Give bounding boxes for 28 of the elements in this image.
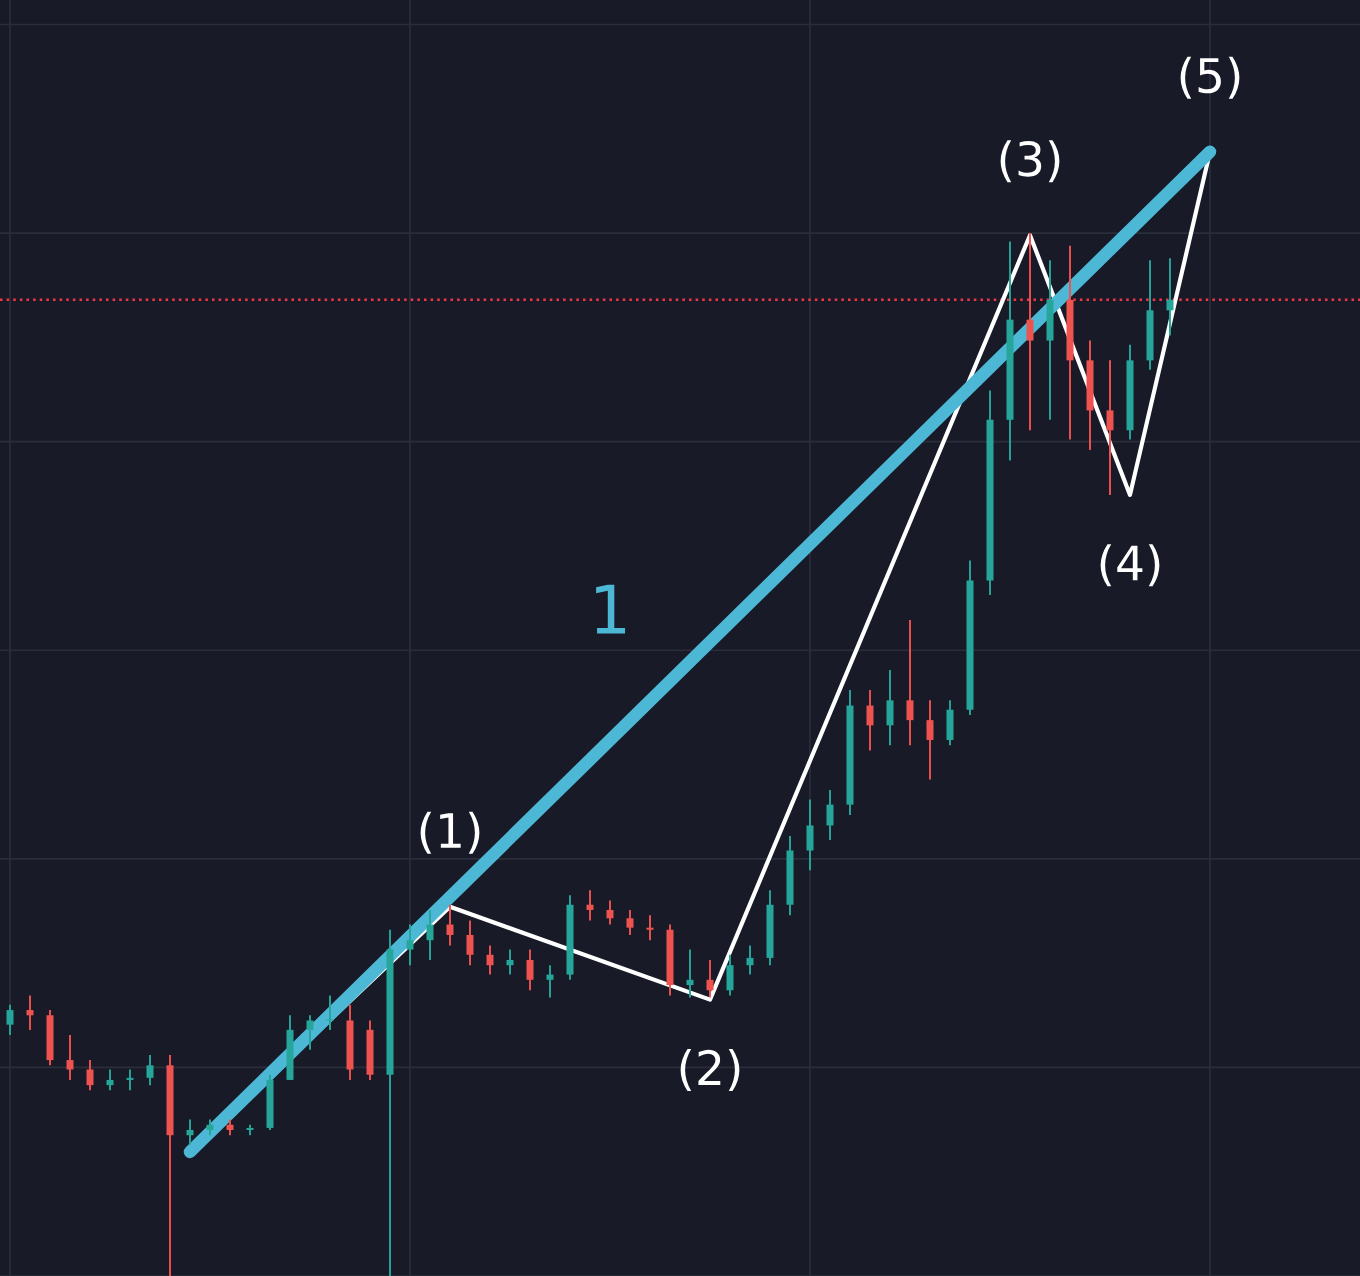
candlestick: [126, 1068, 134, 1092]
text: (5): [1180, 56, 1240, 99]
candlestick: [1026, 232, 1034, 432]
candlestick: [66, 1034, 74, 1081]
candlestick: [686, 948, 694, 999]
candlestick: [406, 923, 414, 967]
candlestick: [746, 944, 754, 976]
candlestick: [906, 619, 914, 747]
candlestick: [6, 1003, 14, 1037]
candlestick: [306, 1014, 314, 1051]
text: (3): [1000, 140, 1060, 183]
annotation: (4): [1100, 544, 1160, 587]
annotation: (1): [420, 811, 480, 854]
candlestick: [586, 889, 594, 922]
candlestick: [626, 908, 634, 936]
annotation: (2): [680, 1049, 740, 1092]
candlestick: [506, 948, 514, 976]
candlestick: [466, 919, 474, 967]
candlestick: [526, 948, 534, 992]
candlestick: [186, 1118, 194, 1146]
candlestick: [106, 1068, 114, 1092]
candlestick: [486, 944, 494, 976]
candlestick: [426, 908, 434, 961]
candlestick: [86, 1059, 94, 1092]
candlestick: [26, 994, 34, 1031]
candlestick: [606, 899, 614, 926]
annotation: 1: [596, 584, 626, 634]
candlestick: [706, 959, 714, 999]
